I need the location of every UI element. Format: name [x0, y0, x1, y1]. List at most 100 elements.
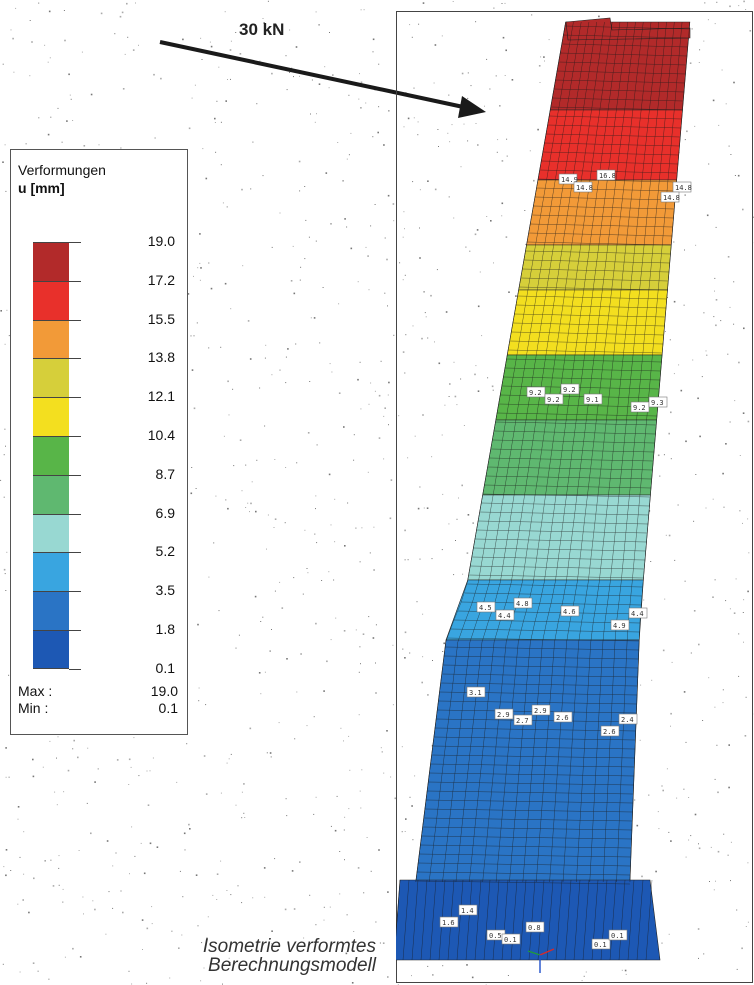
speckle-dot [424, 312, 426, 314]
legend-tick-mark [69, 319, 81, 321]
contour-band [467, 494, 651, 581]
value-tag-box [610, 619, 630, 631]
speckle-dot [378, 63, 380, 65]
speckle-dot [58, 855, 60, 857]
speckle-dot [296, 462, 298, 464]
speckle-dot [315, 11, 317, 13]
max-row: Max : 19.0 [18, 683, 178, 699]
value-tag-box [558, 173, 578, 185]
speckle-dot [475, 365, 477, 367]
speckle-dot [115, 852, 117, 854]
speckle-dot [260, 621, 262, 622]
speckle-dot [508, 291, 510, 293]
speckle-dot [47, 133, 50, 136]
speckle-dot [17, 806, 20, 808]
speckle-dot [335, 617, 337, 619]
value-tag-text: 2.7 [516, 717, 529, 725]
speckle-dot [315, 240, 317, 242]
speckle-dot [533, 179, 535, 182]
speckle-dot [308, 236, 310, 238]
speckle-dot [728, 145, 730, 147]
value-tag-box [531, 704, 551, 716]
speckle-dot [4, 343, 6, 345]
speckle-dot [409, 796, 411, 798]
legend-tick-mark [69, 358, 81, 360]
mesh-line [564, 879, 572, 961]
speckle-dot [690, 835, 692, 837]
legend-tick-label: 19.0 [147, 233, 175, 249]
speckle-dot [403, 211, 405, 213]
speckle-dot [540, 56, 542, 58]
speckle-dot [438, 362, 441, 365]
value-tag-box [560, 605, 580, 617]
speckle-dot [691, 28, 693, 30]
speckle-dot [744, 735, 747, 737]
speckle-dot [267, 0, 269, 2]
value-tag: 2.9 [494, 708, 514, 720]
speckle-dot [138, 775, 140, 777]
speckle-dot [191, 97, 193, 99]
speckle-dot [351, 982, 354, 984]
speckle-dot [430, 294, 432, 297]
speckle-dot [339, 851, 341, 852]
value-tag: 1.4 [458, 904, 478, 916]
speckle-dot [706, 214, 709, 217]
speckle-dot [743, 641, 744, 643]
speckle-dot [715, 324, 717, 327]
mesh-line [415, 880, 630, 885]
speckle-dot [264, 896, 266, 898]
legend-tick-mark [69, 513, 81, 515]
speckle-dot [685, 440, 687, 443]
speckle-dot [264, 425, 266, 427]
speckle-dot [230, 40, 232, 42]
legend-tick-label: 6.9 [155, 504, 175, 521]
speckle-dot [358, 671, 360, 673]
speckle-dot [448, 396, 450, 397]
speckle-dot [23, 831, 25, 833]
speckle-dot [703, 40, 705, 42]
speckle-dot [392, 203, 395, 205]
mesh-line [464, 592, 643, 597]
speckle-dot [499, 105, 501, 107]
speckle-dot [64, 39, 66, 42]
speckle-dot [486, 216, 488, 217]
legend-swatch [33, 591, 69, 630]
speckle-dot [489, 88, 491, 90]
mesh-line [510, 879, 518, 961]
speckle-dot [86, 802, 88, 804]
speckle-dot [2, 161, 4, 163]
speckle-dot [274, 858, 276, 860]
speckle-dot [378, 849, 380, 851]
speckle-dot [92, 900, 94, 902]
speckle-dot [281, 607, 284, 609]
speckle-dot [383, 458, 385, 460]
speckle-dot [229, 49, 232, 51]
speckle-dot [190, 335, 192, 337]
speckle-dot [467, 72, 469, 74]
speckle-dot [48, 10, 51, 13]
speckle-dot [227, 79, 228, 80]
speckle-dot [463, 425, 465, 426]
value-tag-box [591, 938, 611, 950]
speckle-dot [735, 578, 737, 580]
speckle-dot [310, 113, 311, 115]
speckle-dot [66, 120, 68, 122]
speckle-dot [651, 679, 653, 681]
speckle-dot [414, 775, 416, 777]
legend-swatch [33, 242, 69, 281]
speckle-dot [431, 558, 433, 560]
speckle-dot [5, 590, 7, 591]
speckle-dot [52, 885, 55, 887]
value-tag-text: 4.4 [498, 612, 511, 620]
speckle-dot [72, 748, 74, 750]
speckle-dot [669, 339, 671, 341]
speckle-dot [729, 608, 731, 610]
speckle-dot [641, 875, 643, 878]
speckle-dot [742, 412, 745, 414]
value-tag-text: 4.9 [613, 622, 626, 630]
speckle-dot [505, 236, 508, 238]
speckle-dot [453, 574, 455, 576]
speckle-dot [197, 267, 199, 269]
speckle-dot [404, 228, 405, 230]
mesh-line [629, 21, 691, 883]
